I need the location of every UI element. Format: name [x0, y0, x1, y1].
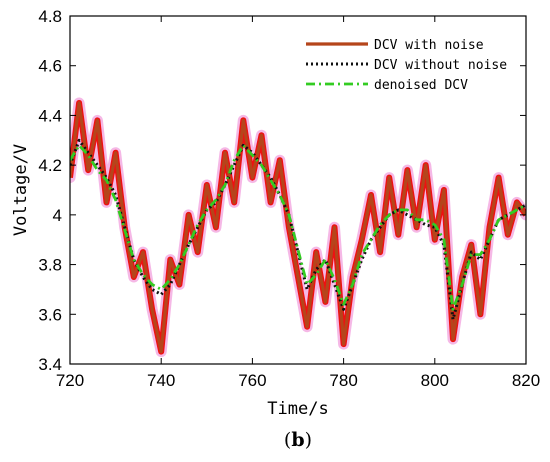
x-axis: 720 740 760 780 800 820: [56, 16, 540, 390]
legend-label-3: denoised DCV: [374, 78, 468, 93]
figure-caption: (b): [284, 429, 312, 451]
caption-letter: b: [291, 429, 304, 451]
x-tick-label: 760: [238, 371, 266, 390]
x-tick-label: 720: [56, 371, 84, 390]
legend: DCV with noise DCV without noise denoised …: [306, 38, 507, 93]
caption-close: ): [305, 429, 312, 451]
x-tick-label: 780: [329, 371, 357, 390]
series-line-1: [70, 101, 526, 354]
y-tick-label: 3.4: [38, 355, 62, 374]
y-axis-label: Voltage/V: [11, 144, 31, 236]
y-tick-label: 3.8: [38, 256, 62, 275]
x-tick-label: 800: [421, 371, 449, 390]
y-tick-label: 4.6: [38, 57, 62, 76]
legend-label-2: DCV without noise: [374, 58, 507, 73]
x-tick-label: 740: [147, 371, 175, 390]
plot-frame: [69, 15, 527, 365]
y-tick-label: 4: [53, 206, 62, 225]
caption-open: (: [284, 429, 291, 451]
x-tick-label: 820: [512, 371, 540, 390]
y-tick-label: 4.8: [38, 7, 62, 26]
y-tick-label: 3.6: [38, 305, 62, 324]
y-tick-label: 4.4: [38, 106, 62, 125]
series-layer: [70, 101, 526, 354]
x-axis-label: Time/s: [267, 399, 328, 419]
y-tick-label: 4.2: [38, 156, 62, 175]
legend-label-1: DCV with noise: [374, 38, 484, 53]
y-axis: 3.4 3.6 3.8 4 4.2 4.4 4.6 4.8: [38, 7, 526, 374]
